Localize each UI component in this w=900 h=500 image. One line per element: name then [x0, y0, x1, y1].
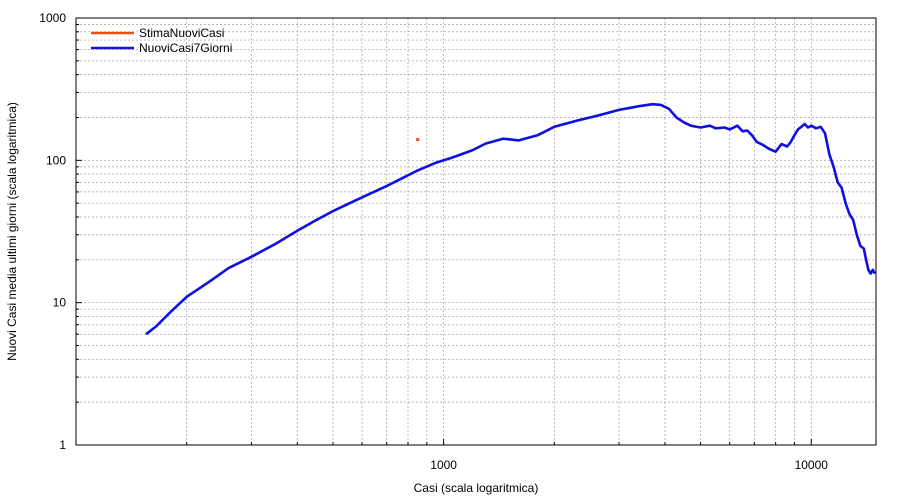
- y-tick-label: 1000: [39, 11, 66, 25]
- x-tick-label: 10000: [795, 458, 829, 472]
- series-point-stimanuovicasi: [416, 138, 420, 142]
- tick-labels: 1000 10000 1 10 100 1000: [39, 11, 828, 472]
- series-group: [145, 102, 877, 336]
- y-tick-label: 100: [46, 153, 66, 167]
- grid: [76, 18, 876, 445]
- legend-label: StimaNuoviCasi: [139, 26, 224, 40]
- plot-area-frame: [75, 17, 877, 446]
- y-axis-title: Nuovi Casi media ultimi giorni (scala lo…: [5, 102, 19, 361]
- legend-label: NuoviCasi7Giorni: [139, 41, 232, 55]
- x-tick-label: 1000: [430, 458, 457, 472]
- x-axis-title: Casi (scala logaritmica): [414, 481, 539, 495]
- series-line-nuovicasi7giorni: [145, 102, 877, 336]
- y-tick-label: 1: [59, 438, 66, 452]
- y-tick-label: 10: [53, 296, 67, 310]
